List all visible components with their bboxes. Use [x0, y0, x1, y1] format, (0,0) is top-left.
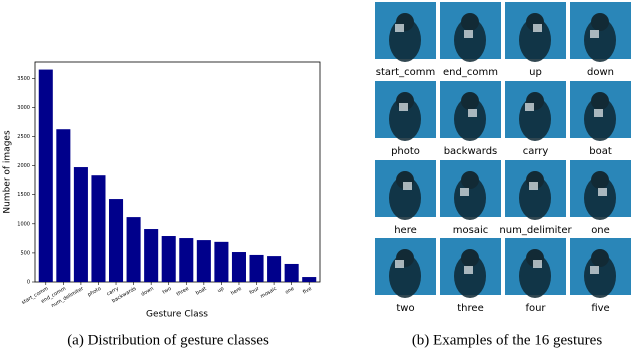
gesture-label: start_comm	[376, 67, 435, 78]
diver-hand	[529, 182, 538, 190]
gesture-label: three	[457, 303, 483, 314]
diver-silhouette	[519, 254, 551, 298]
y-axis-label: Number of images	[3, 130, 13, 214]
x-tick-label: photo	[87, 286, 102, 298]
x-tick-label: carry	[106, 286, 120, 298]
y-tick-label: 0	[27, 280, 30, 286]
gesture-label: num_delimiter	[499, 225, 572, 236]
bar	[126, 217, 141, 282]
caption-a: (a) Distribution of gesture classes	[67, 332, 269, 348]
diver-hand	[533, 260, 542, 268]
diver-head	[461, 92, 479, 110]
caption-b: (b) Examples of the 16 gestures	[412, 332, 603, 348]
gesture-label: here	[394, 225, 417, 236]
diver-hand	[460, 188, 469, 196]
gesture-label: four	[525, 303, 546, 314]
bar	[284, 263, 299, 282]
diver-hand	[395, 24, 404, 32]
x-tick-label: three	[176, 286, 190, 298]
diver-silhouette	[454, 254, 486, 298]
bar	[214, 241, 229, 282]
diver-silhouette	[389, 97, 421, 141]
gesture-label: up	[529, 67, 542, 78]
bar	[249, 254, 264, 282]
x-tick-label: four	[249, 285, 262, 296]
plot-frame	[34, 61, 321, 283]
gesture-label: mosaic	[453, 225, 488, 236]
gesture-label: down	[587, 67, 614, 78]
y-tick-label: 1500	[17, 192, 30, 198]
gesture-label: five	[591, 303, 609, 314]
diver-silhouette	[584, 97, 616, 141]
diver-hand	[399, 103, 408, 111]
diver-silhouette	[584, 176, 616, 220]
gesture-label: end_comm	[443, 67, 498, 78]
diver-head	[461, 171, 479, 189]
diver-hand	[464, 266, 473, 274]
bar	[144, 229, 159, 282]
bar	[302, 277, 317, 282]
gesture-label: one	[591, 225, 610, 236]
bar	[231, 252, 246, 282]
diver-hand	[464, 30, 473, 38]
diver-head	[591, 171, 609, 189]
diver-hand	[590, 30, 599, 38]
y-tick-label: 1000	[17, 221, 30, 227]
x-tick-label: mosaic	[259, 286, 278, 300]
bar	[161, 236, 176, 282]
diver-hand	[533, 24, 542, 32]
diver-hand	[395, 260, 404, 268]
bar	[196, 240, 211, 282]
diver-hand	[403, 182, 412, 190]
gesture-label: boat	[589, 146, 612, 157]
y-tick-label: 3000	[17, 105, 30, 111]
diver-head	[461, 13, 479, 31]
x-axis-label: Gesture Class	[146, 310, 208, 320]
diver-silhouette	[519, 176, 551, 220]
diver-hand	[594, 109, 603, 117]
diver-silhouette	[519, 18, 551, 62]
y-tick-label: 3500	[17, 76, 30, 82]
bar	[179, 238, 194, 282]
x-tick-label: boat	[195, 286, 208, 297]
bar	[56, 129, 71, 282]
y-tick-label: 2000	[17, 163, 30, 169]
gesture-label: backwards	[444, 146, 498, 157]
y-tick-label: 2500	[17, 134, 30, 140]
diver-hand	[590, 266, 599, 274]
y-tick-label: 500	[20, 250, 30, 256]
x-tick-label: up	[217, 286, 225, 294]
diver-silhouette	[584, 254, 616, 298]
diver-silhouette	[389, 176, 421, 220]
bar	[91, 175, 106, 282]
diver-head	[591, 13, 609, 31]
x-tick-label: two	[162, 286, 173, 296]
diver-head	[591, 92, 609, 110]
diver-head	[591, 249, 609, 267]
x-tick-label: down	[140, 286, 155, 298]
diver-hand	[525, 103, 534, 111]
x-tick-label: here	[230, 286, 243, 297]
bar	[109, 199, 124, 282]
diver-hand	[598, 188, 607, 196]
diver-head	[461, 249, 479, 267]
bar	[73, 167, 88, 282]
diver-silhouette	[454, 18, 486, 62]
diver-silhouette	[584, 18, 616, 62]
bar	[267, 256, 282, 282]
x-tick-label: five	[302, 286, 313, 296]
x-tick-label: one	[284, 286, 295, 296]
gesture-label: carry	[523, 146, 549, 157]
diver-silhouette	[454, 97, 486, 141]
gesture-label: photo	[391, 146, 420, 157]
diver-hand	[468, 109, 477, 117]
bar	[38, 69, 53, 283]
gesture-label: two	[396, 303, 414, 314]
diver-silhouette	[454, 176, 486, 220]
